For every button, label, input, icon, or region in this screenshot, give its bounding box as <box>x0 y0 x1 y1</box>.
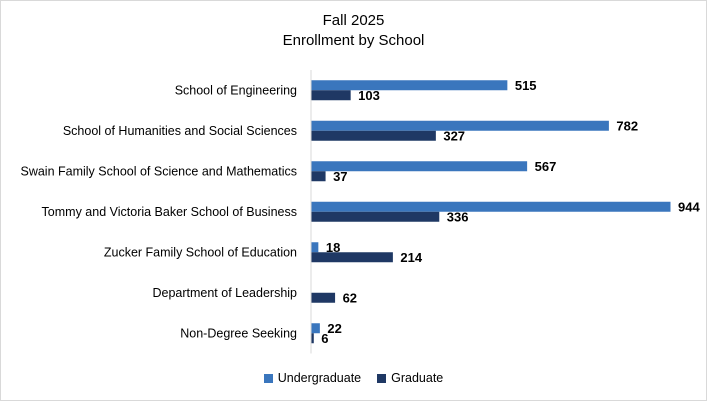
data-label-graduate: 62 <box>343 290 357 305</box>
category-label: Department of Leadership <box>152 286 297 300</box>
bar-graduate <box>311 171 326 182</box>
bar-graduate <box>311 333 314 344</box>
bar-graduate <box>311 292 336 303</box>
category-label: School of Humanities and Social Sciences <box>63 124 297 138</box>
bar-graduate <box>311 130 436 141</box>
bar-undergraduate <box>311 120 609 131</box>
data-label-graduate: 37 <box>333 169 347 184</box>
data-label-undergraduate: 782 <box>616 118 638 133</box>
data-label-undergraduate: 22 <box>327 321 341 336</box>
legend-label-undergraduate: Undergraduate <box>277 371 362 385</box>
data-label-graduate: 103 <box>358 88 380 103</box>
data-label-undergraduate: 944 <box>678 199 700 214</box>
bar-graduate <box>311 252 393 263</box>
bar-undergraduate <box>311 201 671 212</box>
bar-undergraduate <box>311 80 508 91</box>
legend-swatch-graduate <box>377 373 387 383</box>
category-label: School of Engineering <box>175 83 297 97</box>
data-label-undergraduate: 515 <box>515 78 537 93</box>
category-label: Tommy and Victoria Baker School of Busin… <box>42 205 297 219</box>
bar-graduate <box>311 90 351 101</box>
bar-undergraduate <box>311 323 320 334</box>
category-label: Swain Family School of Science and Mathe… <box>20 164 297 178</box>
category-label: Non-Degree Seeking <box>180 326 297 340</box>
bar-undergraduate <box>311 161 528 172</box>
data-label-graduate: 6 <box>321 331 328 346</box>
bar-graduate <box>311 211 440 222</box>
data-label-graduate: 327 <box>443 128 465 143</box>
data-label-undergraduate: 567 <box>535 159 557 174</box>
data-label-undergraduate: 18 <box>326 240 340 255</box>
chart-subtitle: Enrollment by School <box>282 32 425 49</box>
data-label-graduate: 336 <box>447 209 469 224</box>
chart-title: Fall 2025 <box>322 12 385 29</box>
data-label-graduate: 214 <box>400 250 422 265</box>
legend-label-graduate: Graduate <box>391 371 444 385</box>
legend-swatch-undergraduate <box>263 373 273 383</box>
legend-item-graduate: Graduate <box>377 371 443 385</box>
legend: Undergraduate Graduate <box>0 371 707 385</box>
bar-undergraduate <box>311 242 319 253</box>
category-label: Zucker Family School of Education <box>104 245 297 259</box>
legend-item-undergraduate: Undergraduate <box>263 371 362 385</box>
